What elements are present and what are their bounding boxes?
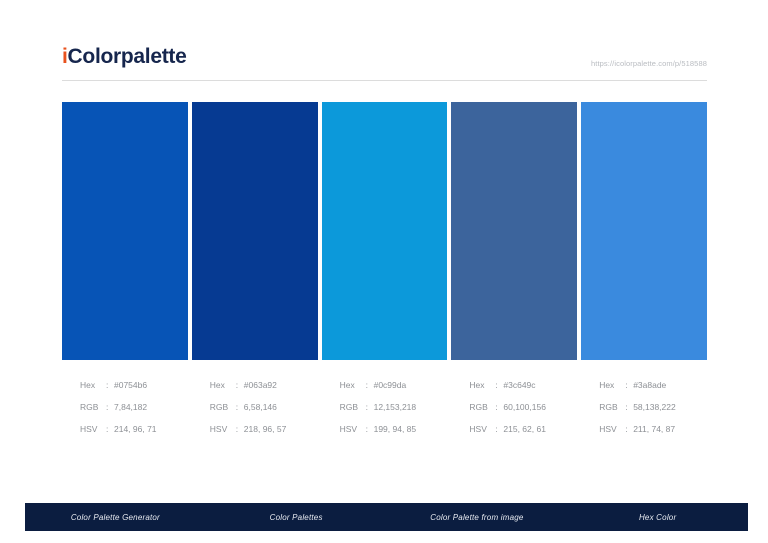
- colon-separator: :: [625, 402, 628, 412]
- color-swatch[interactable]: [451, 102, 578, 360]
- footer-link[interactable]: Color Palette from image: [430, 512, 524, 522]
- color-hsv-label: HSV: [599, 424, 617, 434]
- page-header: iColorpalette https://icolorpalette.com/…: [62, 44, 707, 84]
- footer-link[interactable]: Hex Color: [638, 512, 677, 522]
- color-hex-label: Hex: [469, 380, 485, 390]
- color-hsv-label: HSV: [339, 424, 358, 434]
- footer-link[interactable]: Color Palettes: [269, 512, 323, 522]
- color-rgb-label: RGB: [599, 402, 618, 412]
- color-hsv-label: HSV: [469, 424, 487, 434]
- colon-separator: :: [365, 424, 368, 434]
- color-hex-label: Hex: [599, 380, 615, 390]
- color-hex-line: Hex: #0754b6: [62, 374, 188, 396]
- color-hsv-value: 215, 62, 61: [503, 424, 546, 434]
- color-hex-line: Hex: #0c99da: [322, 374, 448, 396]
- color-hsv-label: HSV: [80, 424, 98, 434]
- color-hsv-value: 214, 96, 71: [114, 424, 157, 434]
- site-logo[interactable]: iColorpalette: [62, 44, 187, 70]
- color-hex-value: #3a8ade: [633, 380, 667, 390]
- color-hsv-line: HSV:211, 74, 87: [581, 418, 707, 440]
- color-rgb-line: RGB:6,58,146: [192, 396, 318, 418]
- color-hsv-line: HSV:215, 62, 61: [451, 418, 577, 440]
- colon-separator: :: [365, 380, 368, 390]
- color-hex-label: Hex: [209, 380, 225, 390]
- color-info-column: Hex: #0c99da RGB:12,153,218 HSV:199, 94, 85: [322, 360, 448, 446]
- header-divider: [62, 80, 707, 81]
- colon-separator: :: [235, 402, 239, 412]
- color-info-column: Hex: #063a92 RGB:6,58,146 HSV:218, 96, 57: [192, 360, 318, 446]
- palette-swatch-row: [62, 102, 707, 360]
- color-hsv-line: HSV:214, 96, 71: [62, 418, 188, 440]
- color-rgb-value: 60,100,156: [503, 402, 546, 412]
- color-rgb-line: RGB:60,100,156: [451, 396, 577, 418]
- palette-url: https://icolorpalette.com/p/518588: [591, 59, 707, 68]
- color-hex-line: Hex: #3a8ade: [581, 374, 707, 396]
- color-hex-line: Hex: #3c649c: [451, 374, 577, 396]
- color-hex-value: #3c649c: [503, 380, 536, 390]
- colon-separator: :: [235, 424, 239, 434]
- footer-nav: Color Palette Generator Color Palettes Col…: [25, 503, 748, 531]
- colon-separator: :: [365, 402, 368, 412]
- color-hex-value: #0754b6: [114, 380, 148, 390]
- colon-separator: :: [625, 424, 628, 434]
- color-hsv-line: HSV:199, 94, 85: [322, 418, 448, 440]
- color-hex-value: #063a92: [243, 380, 277, 390]
- color-swatch[interactable]: [581, 102, 707, 360]
- colon-separator: :: [495, 402, 498, 412]
- color-info-column: Hex: #3a8ade RGB:58,138,222 HSV:211, 74, 87: [581, 360, 707, 446]
- colon-separator: :: [495, 380, 498, 390]
- colon-separator: :: [106, 424, 109, 434]
- colon-separator: :: [495, 424, 498, 434]
- color-rgb-label: RGB: [80, 402, 99, 412]
- color-rgb-line: RGB:7,84,182: [62, 396, 188, 418]
- color-hsv-line: HSV:218, 96, 57: [192, 418, 318, 440]
- color-info-column: Hex: #3c649c RGB:60,100,156 HSV:215, 62, 61: [451, 360, 577, 446]
- color-rgb-value: 7,84,182: [114, 402, 148, 412]
- color-rgb-label: RGB: [469, 402, 488, 412]
- palette-info-row: Hex: #0754b6 RGB:7,84,182 HSV:214, 96, 71 He…: [62, 360, 707, 446]
- color-hsv-value: 218, 96, 57: [243, 424, 287, 434]
- color-hex-line: Hex: #063a92: [192, 374, 318, 396]
- color-info-column: Hex: #0754b6 RGB:7,84,182 HSV:214, 96, 71: [62, 360, 188, 446]
- color-rgb-line: RGB:58,138,222: [581, 396, 707, 418]
- colon-separator: :: [106, 380, 109, 390]
- color-hsv-value: 211, 74, 87: [633, 424, 676, 434]
- color-hex-value: #0c99da: [373, 380, 407, 390]
- color-hex-label: Hex: [80, 380, 96, 390]
- logo-wordmark: Colorpalette: [67, 45, 187, 68]
- color-rgb-value: 12,153,218: [373, 402, 417, 412]
- color-hsv-value: 199, 94, 85: [373, 424, 417, 434]
- color-rgb-line: RGB:12,153,218: [322, 396, 448, 418]
- color-rgb-label: RGB: [209, 402, 229, 412]
- footer-link[interactable]: Color Palette Generator: [70, 512, 160, 522]
- color-swatch[interactable]: [321, 102, 448, 360]
- color-swatch[interactable]: [191, 102, 318, 360]
- color-rgb-value: 58,138,222: [633, 402, 676, 412]
- logo-accent-letter: i: [62, 45, 68, 68]
- color-hex-label: Hex: [339, 380, 355, 390]
- color-hsv-label: HSV: [209, 424, 228, 434]
- colon-separator: :: [625, 380, 628, 390]
- color-rgb-value: 6,58,146: [243, 402, 277, 412]
- colon-separator: :: [235, 380, 239, 390]
- colon-separator: :: [106, 402, 109, 412]
- color-swatch[interactable]: [62, 102, 188, 360]
- color-rgb-label: RGB: [339, 402, 359, 412]
